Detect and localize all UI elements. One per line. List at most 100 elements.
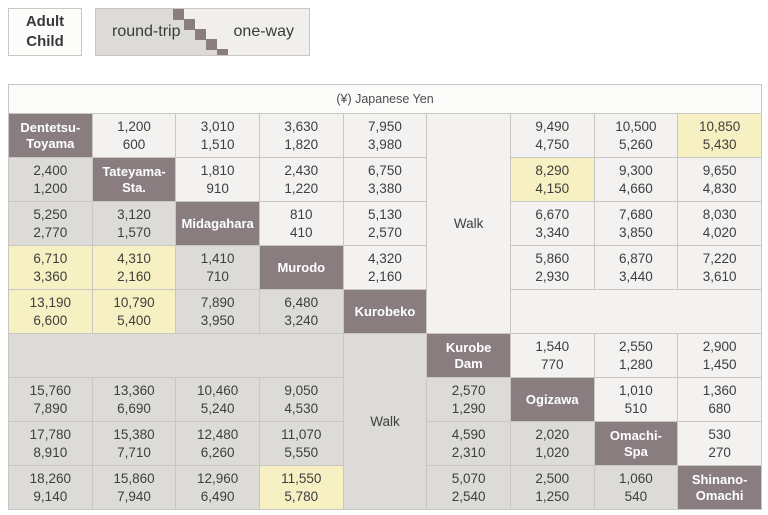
fare-cell-r5c3: 7,890 3,950	[175, 289, 260, 334]
currency-header: (¥) Japanese Yen	[8, 84, 762, 114]
adult-fare: 1,360	[702, 382, 737, 398]
child-fare: 5,430	[702, 136, 737, 152]
fare-row-2: 2,400 1,200 Tateyama- Sta. 1,810 910 2,430 1,22…	[8, 157, 762, 202]
fare-cell-r4c7: 6,870 3,440	[593, 245, 679, 290]
diagonal-step-icon	[206, 39, 217, 50]
fare-cell-r7c7: 1,010 510	[593, 377, 679, 422]
child-fare: 270	[708, 444, 731, 460]
adult-fare: 18,260	[29, 470, 71, 486]
fare-cell-r6c5: 2,550 1,280	[593, 333, 679, 378]
child-fare: 2,160	[368, 268, 402, 284]
adult-fare: 17,780	[29, 426, 71, 442]
child-fare: 1,250	[535, 488, 570, 504]
fare-cell-r8c8: 530 270	[677, 421, 762, 466]
fare-cell-r8c5: 4,590 2,310	[426, 421, 511, 466]
station-cell-omachi-spa: Omachi- Spa	[593, 421, 679, 466]
adult-fare: 13,190	[29, 294, 71, 310]
station-label: Kurobe	[445, 339, 492, 355]
fare-cell-r7c2: 13,360 6,690	[91, 377, 177, 422]
station-cell-ogizawa: Ogizawa	[509, 377, 595, 422]
walk-cell-lower: Walk	[342, 333, 428, 510]
diagonal-step-icon	[184, 19, 195, 30]
fare-row-7: 15,760 7,890 13,360 6,690 10,460 5,240 9,050 4,…	[8, 377, 762, 422]
adult-fare: 5,250	[33, 206, 68, 222]
adult-fare: 9,300	[619, 162, 653, 178]
adult-fare: 1,810	[200, 162, 235, 178]
fare-cell-r9c3: 12,960 6,490	[175, 465, 260, 510]
fare-type-legend: Adult Child	[8, 8, 82, 56]
fare-cell-r3c5: 5,130 2,570	[342, 201, 428, 246]
fare-table-body: Dentetsu- Toyama 1,200 600 3,010 1,510 3,630 1,…	[8, 113, 763, 510]
station-label: Omachi	[695, 487, 744, 503]
fare-cell-r5c1: 13,190 6,600	[8, 289, 93, 334]
adult-fare: 2,570	[451, 382, 486, 398]
adult-fare: 6,670	[535, 206, 570, 222]
child-fare: 4,020	[702, 224, 737, 240]
child-fare: 410	[290, 224, 313, 240]
fare-cell-r2c7: 9,300 4,660	[593, 157, 679, 202]
fare-row-1: Dentetsu- Toyama 1,200 600 3,010 1,510 3,630 1,…	[8, 113, 762, 334]
fare-cell-r7c8: 1,360 680	[677, 377, 762, 422]
currency-header-row: (¥) Japanese Yen	[8, 84, 762, 114]
fare-cell-r4c8: 7,220 3,610	[677, 245, 762, 290]
child-fare: 4,660	[619, 180, 653, 196]
fare-cell-r7c5: 2,570 1,290	[426, 377, 511, 422]
child-fare: 3,440	[619, 268, 653, 284]
fare-cell-r7c1: 15,760 7,890	[8, 377, 93, 422]
station-label: Omachi-	[609, 427, 662, 443]
fare-cell-r1c2: 1,200 600	[91, 113, 177, 158]
fare-cell-r9c2: 15,860 7,940	[91, 465, 177, 510]
adult-fare: 530	[708, 426, 731, 442]
adult-fare: 2,500	[535, 470, 570, 486]
child-fare: 3,380	[368, 180, 402, 196]
adult-fare: 4,310	[117, 250, 151, 266]
fare-cell-r9c6: 2,500 1,250	[509, 465, 595, 510]
adult-fare: 7,890	[200, 294, 235, 310]
adult-fare: 13,360	[113, 382, 155, 398]
fare-cell-r6c4: 1,540 770	[509, 333, 595, 378]
fare-cell-r2c8: 9,650 4,830	[677, 157, 762, 202]
fare-cell-r2c4: 2,430 1,220	[258, 157, 344, 202]
fare-row-3: 5,250 2,770 3,120 1,570 Midagahara 810 410 5,13…	[8, 201, 762, 246]
adult-fare: 15,760	[29, 382, 71, 398]
child-fare: 7,710	[117, 444, 151, 460]
fare-cell-r4c1: 6,710 3,360	[8, 245, 93, 290]
trip-type-legend: round-trip one-way	[95, 8, 310, 56]
adult-fare: 10,500	[615, 118, 657, 134]
station-cell-tateyama-sta: Tateyama- Sta.	[91, 157, 177, 202]
adult-fare: 6,750	[368, 162, 402, 178]
adult-label: Adult	[25, 13, 65, 30]
child-fare: 4,150	[535, 180, 570, 196]
adult-fare: 6,870	[619, 250, 653, 266]
child-fare: 510	[624, 400, 648, 416]
station-label: Sta.	[122, 179, 146, 195]
adult-fare: 4,590	[451, 426, 486, 442]
fare-cell-r9c1: 18,260 9,140	[8, 465, 93, 510]
fare-cell-r2c5: 6,750 3,380	[342, 157, 428, 202]
child-fare: 4,750	[535, 136, 570, 152]
adult-fare: 12,960	[196, 470, 239, 486]
station-label: Ogizawa	[525, 391, 579, 407]
adult-fare: 3,010	[200, 118, 235, 134]
station-label: Dentetsu-	[20, 119, 81, 135]
child-fare: 5,240	[200, 400, 235, 416]
fare-cell-r5c2: 10,790 5,400	[91, 289, 177, 334]
station-cell-shinano-omachi: Shinano- Omachi	[677, 465, 762, 510]
one-way-label: one-way	[233, 23, 294, 40]
child-fare: 3,610	[702, 268, 737, 284]
adult-fare: 1,200	[117, 118, 151, 134]
child-fare: 4,530	[284, 400, 319, 416]
adult-fare: 6,710	[33, 250, 68, 266]
adult-fare: 8,290	[535, 162, 570, 178]
round-trip-label: round-trip	[112, 23, 181, 40]
child-fare: 1,020	[535, 444, 570, 460]
station-cell-dentetsu-toyama: Dentetsu- Toyama	[8, 113, 93, 158]
adult-fare: 2,900	[702, 338, 737, 354]
child-fare: 3,950	[200, 312, 235, 328]
child-fare: 910	[206, 180, 229, 196]
adult-fare: 2,430	[284, 162, 319, 178]
fare-cell-r8c4: 11,070 5,550	[258, 421, 344, 466]
adult-fare: 3,120	[117, 206, 151, 222]
adult-fare: 2,550	[619, 338, 653, 354]
fare-cell-r1c7: 9,490 4,750	[509, 113, 595, 158]
